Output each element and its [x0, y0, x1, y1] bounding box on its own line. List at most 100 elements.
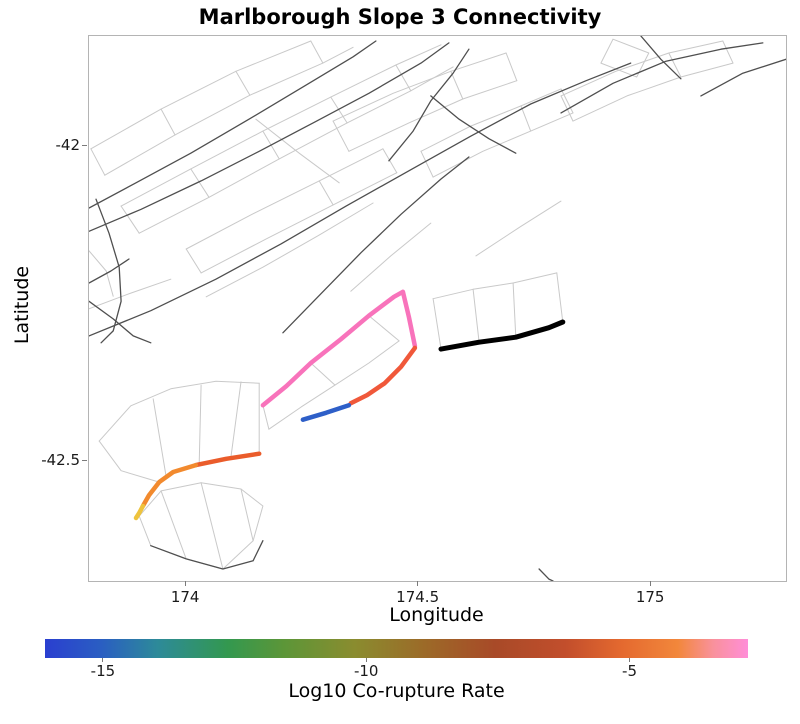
fault-trace-light — [572, 62, 734, 122]
fault-trace-light — [560, 40, 724, 97]
fault-trace-light — [395, 64, 412, 92]
fault-trace-light — [472, 288, 480, 343]
fault-trace-light — [556, 272, 564, 323]
fault-trace-light — [98, 380, 260, 442]
fault-trace-light — [330, 96, 348, 124]
fault-trace-dark — [430, 95, 517, 154]
colorbar-tick-mark — [102, 658, 104, 662]
fault-trace-light — [104, 46, 354, 176]
rupture-segment-blue — [300, 402, 352, 422]
fault-trace-light — [90, 40, 312, 150]
fault-trace-light — [450, 70, 464, 100]
fault-trace-light — [138, 482, 264, 570]
fault-trace-light — [520, 105, 532, 132]
fault-trace-light — [255, 118, 340, 184]
y-tick-mark — [82, 459, 87, 461]
rupture-segment-pink — [260, 289, 418, 408]
fault-trace-light — [505, 52, 518, 82]
fault-trace-light — [382, 148, 398, 174]
fault-trace-dark — [150, 540, 264, 570]
fault-trace-light — [240, 488, 254, 542]
y-tick-label: -42.5 — [41, 451, 80, 470]
fault-trace-light — [89, 278, 172, 310]
fault-trace-light — [600, 38, 650, 78]
fault-trace-light — [160, 490, 187, 560]
rupture-segment-red-orange — [348, 345, 418, 406]
fault-trace-light — [310, 40, 324, 64]
x-tick-label: 174.5 — [396, 588, 440, 606]
fault-trace-light — [89, 250, 114, 297]
fault-trace-light — [722, 40, 734, 64]
fault-trace-light — [90, 148, 106, 176]
colorbar-tick-mark — [629, 658, 631, 662]
fault-trace-light — [348, 80, 518, 152]
fault-trace-light — [560, 88, 574, 114]
colorbar-tick-label: -10 — [353, 662, 379, 680]
x-tick-label: 175 — [635, 588, 665, 606]
fault-trace-light — [98, 440, 160, 483]
rupture-segment-yellow — [133, 503, 146, 521]
fault-trace-dark — [89, 42, 450, 232]
fault-trace-light — [198, 384, 202, 465]
fault-trace-light — [512, 282, 517, 338]
colorbar-tick-mark — [365, 658, 367, 662]
fault-trace-light — [160, 108, 176, 136]
fault-trace-dark — [95, 198, 122, 344]
fault-trace-light — [350, 222, 432, 292]
colorbar-gradient — [45, 639, 748, 658]
fault-trace-light — [420, 150, 434, 178]
fault-trace-dark — [89, 300, 152, 344]
y-axis-label: Latitude — [11, 265, 33, 345]
map-canvas — [89, 36, 786, 581]
fault-trace-light — [475, 200, 562, 257]
rupture-segment-orange — [140, 462, 199, 509]
fault-trace-dark — [89, 258, 130, 284]
fault-trace-light — [310, 362, 336, 386]
plot-area — [88, 35, 787, 582]
x-axis-label: Longitude — [389, 604, 484, 626]
fault-trace-dark — [282, 156, 470, 334]
fault-trace-light — [332, 52, 507, 122]
colorbar-label: Log10 Co-rupture Rate — [288, 680, 505, 702]
fault-trace-light — [200, 172, 398, 274]
fault-trace-light — [185, 248, 202, 274]
fault-trace-dark — [560, 42, 764, 114]
x-tick-mark — [417, 581, 419, 586]
fault-trace-light — [230, 381, 242, 459]
fault-trace-dark — [89, 40, 377, 209]
fault-trace-light — [432, 272, 558, 300]
fault-trace-dark — [538, 568, 554, 581]
fault-trace-light — [318, 180, 334, 206]
fault-trace-light — [368, 315, 400, 342]
fault-trace-light — [668, 52, 682, 78]
fault-trace-dark — [388, 48, 470, 162]
colorbar-tick-label: -15 — [90, 662, 116, 680]
fault-trace-light — [152, 398, 167, 478]
fault-trace-light — [120, 205, 140, 234]
x-tick-mark — [649, 581, 651, 586]
y-tick-mark — [82, 144, 87, 146]
fault-trace-light — [432, 112, 574, 178]
y-tick-label: -42 — [55, 136, 81, 155]
fault-trace-light — [560, 95, 574, 122]
fault-trace-dark — [89, 62, 632, 337]
fault-trace-light — [200, 482, 224, 570]
x-tick-mark — [184, 581, 186, 586]
fault-trace-dark — [700, 58, 786, 97]
rupture-segment-orange-red — [193, 451, 262, 468]
fault-trace-light — [332, 120, 350, 152]
fault-trace-light — [138, 66, 454, 234]
colorbar-tick-label: -5 — [622, 662, 637, 680]
rupture-segment-black — [438, 319, 566, 352]
fault-trace-light — [205, 202, 374, 298]
fault-trace-light — [420, 88, 562, 152]
fault-trace-dark — [640, 36, 682, 80]
fault-trace-light — [262, 404, 270, 430]
fault-trace-light — [432, 298, 442, 350]
fault-trace-light — [235, 70, 251, 96]
fault-trace-light — [185, 148, 384, 250]
fault-trace-light — [120, 44, 442, 207]
fault-trace-light — [190, 168, 210, 198]
x-tick-label: 174 — [170, 588, 200, 606]
chart-title: Marlborough Slope 3 Connectivity — [198, 5, 602, 29]
